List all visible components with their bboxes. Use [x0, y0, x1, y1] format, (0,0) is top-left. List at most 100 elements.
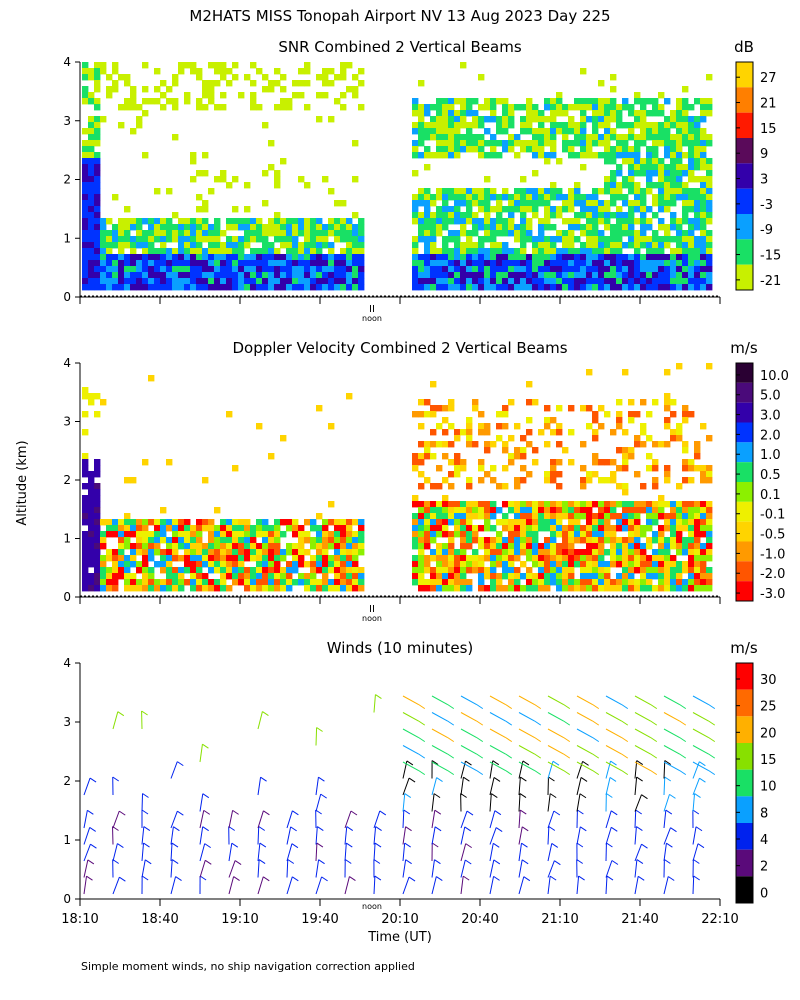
heatmap-cell — [580, 501, 587, 508]
heatmap-cell — [82, 128, 89, 135]
heatmap-cell — [652, 399, 659, 406]
heatmap-cell — [532, 254, 539, 261]
heatmap-cell — [598, 122, 605, 129]
heatmap-cell — [262, 573, 269, 580]
heatmap-cell — [88, 266, 95, 273]
heatmap-cell — [670, 200, 677, 207]
heatmap-cell — [532, 501, 539, 508]
wind-barb-flag — [373, 859, 381, 864]
heatmap-cell — [208, 561, 215, 568]
wind-barb — [518, 810, 521, 829]
wind-barb-flag — [202, 826, 209, 832]
wind-barb-flag — [175, 876, 182, 881]
heatmap-cell — [526, 110, 533, 117]
heatmap-cell — [430, 284, 437, 291]
heatmap-cell — [460, 266, 467, 273]
heatmap-cell — [148, 375, 155, 382]
heatmap-cell — [484, 218, 491, 225]
heatmap-cell — [184, 230, 191, 237]
heatmap-cell — [640, 242, 647, 249]
colorbar-frame — [735, 362, 754, 602]
heatmap-cell — [640, 549, 647, 556]
heatmap-cell — [172, 278, 179, 285]
heatmap-cell — [562, 206, 569, 213]
doppler-panel: Doppler Velocity Combined 2 Vertical Bea… — [63, 339, 789, 623]
heatmap-cell — [682, 152, 689, 159]
heatmap-cell — [238, 549, 245, 556]
heatmap-cell — [304, 519, 311, 526]
heatmap-cell — [580, 284, 587, 291]
heatmap-cell — [202, 555, 209, 562]
wind-barb-flag — [316, 727, 323, 732]
heatmap-cell — [472, 212, 479, 219]
heatmap-cell — [688, 158, 695, 165]
heatmap-cell — [418, 152, 425, 159]
heatmap-cell — [610, 224, 617, 231]
heatmap-cell — [178, 278, 185, 285]
heatmap-cell — [568, 104, 575, 111]
heatmap-cell — [556, 158, 563, 165]
heatmap-cell — [430, 555, 437, 562]
heatmap-cell — [616, 194, 623, 201]
heatmap-cell — [94, 519, 101, 526]
wind-barb-flag — [563, 753, 571, 759]
heatmap-cell — [424, 242, 431, 249]
heatmap-cell — [652, 272, 659, 279]
heatmap-cell — [688, 122, 695, 129]
wind-barb-flag — [89, 827, 96, 832]
heatmap-cell — [562, 134, 569, 141]
wind-barb — [431, 826, 436, 845]
heatmap-cell — [166, 188, 173, 195]
heatmap-cell — [256, 68, 263, 75]
heatmap-cell — [214, 224, 221, 231]
heatmap-cell — [88, 122, 95, 129]
heatmap-cell — [334, 573, 341, 580]
heatmap-cell — [472, 122, 479, 129]
heatmap-cell — [574, 104, 581, 111]
heatmap-cell — [214, 68, 221, 75]
heatmap-cell — [700, 230, 707, 237]
heatmap-cell — [586, 543, 593, 550]
heatmap-cell — [196, 549, 203, 556]
heatmap-cell — [280, 531, 287, 538]
heatmap-cell — [268, 248, 275, 255]
heatmap-cell — [706, 134, 713, 141]
heatmap-cell — [94, 242, 101, 249]
heatmap-cell — [700, 423, 707, 430]
heatmap-cell — [334, 284, 341, 291]
heatmap-cell — [574, 140, 581, 147]
heatmap-cell — [94, 62, 101, 69]
heatmap-cell — [652, 110, 659, 117]
heatmap-cell — [634, 134, 641, 141]
heatmap-cell — [574, 218, 581, 225]
heatmap-cell — [322, 92, 329, 99]
heatmap-cell — [592, 435, 599, 442]
heatmap-cell — [412, 278, 419, 285]
heatmap-cell — [322, 278, 329, 285]
heatmap-cell — [658, 194, 665, 201]
wind-barb — [634, 809, 637, 829]
heatmap-cell — [466, 200, 473, 207]
heatmap-cell — [664, 254, 671, 261]
heatmap-cell — [160, 230, 167, 237]
heatmap-cell — [664, 140, 671, 147]
heatmap-cell — [244, 254, 251, 261]
wind-barb-flag — [493, 875, 500, 881]
heatmap-cell — [196, 254, 203, 261]
heatmap-cell — [436, 212, 443, 219]
heatmap-cell — [604, 134, 611, 141]
heatmap-cell — [220, 170, 227, 177]
heatmap-cell — [502, 284, 509, 291]
heatmap-cell — [532, 200, 539, 207]
heatmap-cell — [124, 272, 131, 279]
wind-barb-flag — [171, 842, 179, 848]
heatmap-cell — [442, 543, 449, 550]
x-tick-label: 21:10 — [541, 912, 578, 927]
heatmap-cell — [586, 519, 593, 526]
heatmap-cell — [598, 98, 605, 105]
heatmap-cell — [682, 411, 689, 418]
heatmap-cell — [232, 260, 239, 267]
heatmap-cell — [556, 128, 563, 135]
wind-barb-flag — [592, 753, 600, 759]
heatmap-cell — [682, 236, 689, 243]
